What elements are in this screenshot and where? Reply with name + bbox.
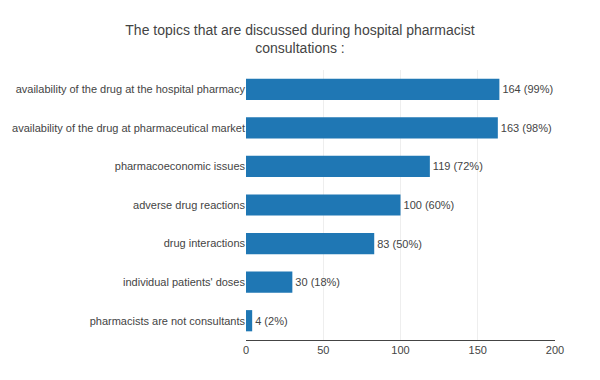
svg-text:adverse drug reactions: adverse drug reactions [133,199,245,211]
svg-text:100 (60%): 100 (60%) [404,199,455,211]
svg-text:availability of the drug at th: availability of the drug at the hospital… [16,83,246,95]
svg-text:individual patients' doses: individual patients' doses [123,276,245,288]
svg-text:0: 0 [243,344,249,356]
svg-text:100: 100 [391,344,409,356]
svg-text:200: 200 [546,344,564,356]
svg-text:pharmacoeconomic issues: pharmacoeconomic issues [115,160,246,172]
svg-text:30 (18%): 30 (18%) [295,276,340,288]
svg-text:163 (98%): 163 (98%) [501,122,552,134]
svg-text:119 (72%): 119 (72%) [433,160,483,172]
svg-text:50: 50 [317,344,329,356]
svg-text:83 (50%): 83 (50%) [377,238,422,250]
svg-text:164 (99%): 164 (99%) [502,83,553,95]
svg-text:150: 150 [469,344,487,356]
svg-text:availability of the drug at ph: availability of the drug at pharmaceutic… [12,122,245,134]
svg-text:pharmacists are not consultant: pharmacists are not consultants [90,315,246,327]
svg-text:4 (2%): 4 (2%) [255,315,287,327]
svg-text:The topics that are discussed: The topics that are discussed during hos… [125,22,475,56]
svg-text:drug interactions: drug interactions [164,237,246,249]
